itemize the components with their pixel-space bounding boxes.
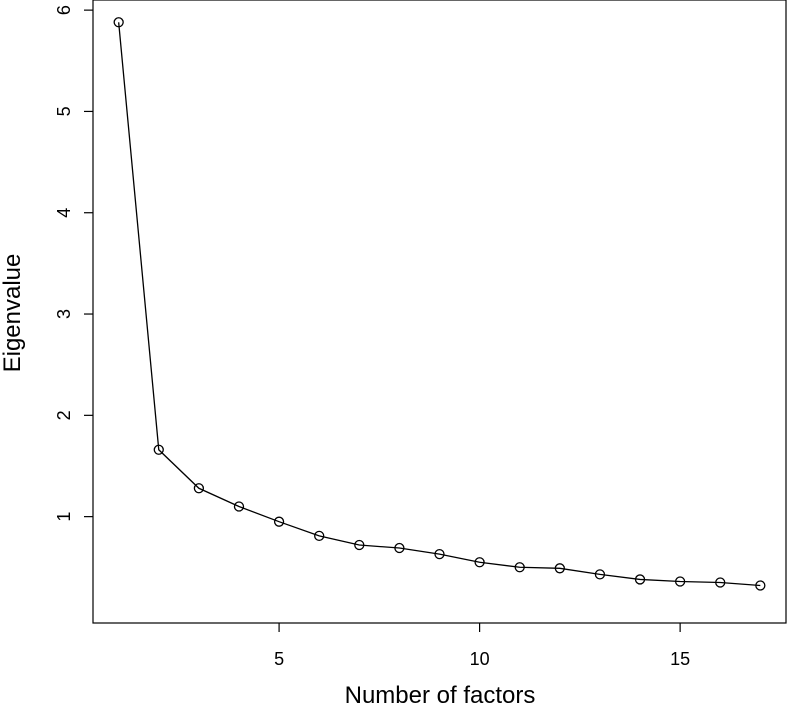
x-axis: 5 10 15 <box>274 623 690 669</box>
data-point-4 <box>233 501 245 512</box>
data-point-16 <box>715 577 726 588</box>
data-point-5 <box>273 516 285 527</box>
x-tick-label-5: 5 <box>274 649 284 669</box>
x-tick-label-15: 15 <box>670 649 690 669</box>
data-point-10 <box>474 557 485 568</box>
data-point-2 <box>153 444 164 455</box>
data-point-6 <box>314 530 325 542</box>
data-point-1 <box>113 17 124 28</box>
data-point-15 <box>674 576 686 587</box>
y-axis: 1 2 3 4 5 6 <box>54 5 93 522</box>
data-point-8 <box>394 542 405 554</box>
y-tick-label-3: 3 <box>54 309 74 319</box>
y-tick-label-1: 1 <box>54 512 74 522</box>
data-point-3 <box>193 483 205 494</box>
x-axis-title: Number of factors <box>345 682 536 709</box>
data-point-17 <box>755 580 766 591</box>
y-tick-label-6: 6 <box>54 5 74 15</box>
data-point-11 <box>514 562 525 573</box>
series-line <box>118 22 761 587</box>
data-point-7 <box>354 539 365 551</box>
plot-box <box>92 0 787 624</box>
x-tick-label-10: 10 <box>470 649 490 669</box>
data-points <box>113 17 766 591</box>
y-axis-title: Eigenvalue <box>0 254 26 373</box>
y-tick-label-4: 4 <box>54 208 74 218</box>
y-tick-label-5: 5 <box>54 106 74 116</box>
data-point-14 <box>634 574 646 585</box>
y-tick-label-2: 2 <box>54 410 74 420</box>
data-point-12 <box>554 563 565 574</box>
data-point-13 <box>594 569 606 580</box>
data-point-9 <box>434 548 445 560</box>
